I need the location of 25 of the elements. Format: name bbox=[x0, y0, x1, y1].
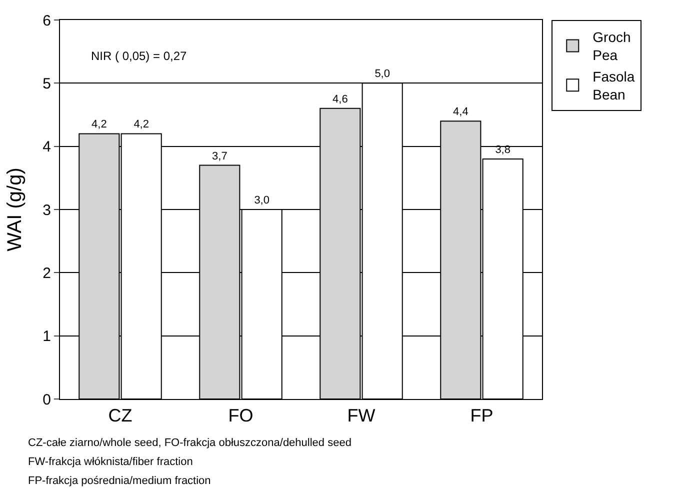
data-label: 3,0 bbox=[254, 194, 270, 206]
x-tick-label: FP bbox=[470, 406, 494, 426]
x-tick-label: FO bbox=[228, 406, 254, 426]
data-label: 3,7 bbox=[212, 150, 228, 162]
y-tick-label: 4 bbox=[42, 138, 51, 156]
text: CZ-całe ziarno/whole seed, FO-frakcja obłuszczona/dehulled seed bbox=[28, 437, 352, 449]
legend-label: Fasola Bean bbox=[592, 68, 635, 103]
data-label: 5,0 bbox=[374, 68, 390, 80]
y-axis-title: WAI (g/g) bbox=[4, 168, 26, 252]
y-tick-label: 6 bbox=[42, 12, 51, 30]
y-tick-label: 0 bbox=[42, 391, 51, 408]
x-tick-label: FW bbox=[347, 406, 376, 426]
data-label: 4,2 bbox=[134, 118, 149, 131]
data-label: 4,4 bbox=[453, 106, 468, 118]
annotation: NIR ( 0,05) = 0,27 bbox=[91, 49, 188, 63]
y-tick-label: 1 bbox=[42, 328, 51, 346]
text: FP-frakcja pośrednia/medium fraction bbox=[28, 475, 211, 487]
legend-label: Groch Pea bbox=[592, 29, 631, 64]
data-label: 4,6 bbox=[332, 93, 348, 106]
y-tick-label: 2 bbox=[42, 264, 51, 282]
y-tick-label: 3 bbox=[42, 202, 51, 219]
x-tick-label: CZ bbox=[108, 406, 132, 426]
data-label: 4,2 bbox=[92, 118, 107, 131]
y-tick-label: 5 bbox=[42, 75, 51, 92]
text: FW-frakcja włóknista/fiber fraction bbox=[28, 456, 193, 468]
